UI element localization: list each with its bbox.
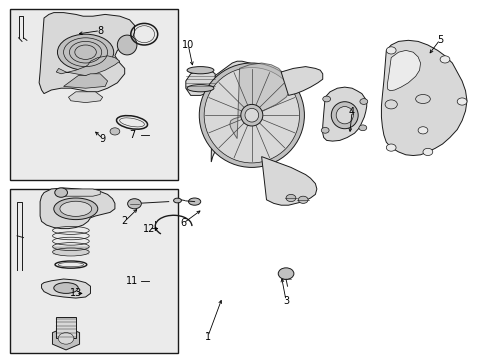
Ellipse shape bbox=[244, 108, 258, 122]
Circle shape bbox=[417, 127, 427, 134]
Circle shape bbox=[358, 125, 366, 131]
Polygon shape bbox=[381, 40, 466, 156]
Ellipse shape bbox=[117, 35, 137, 55]
Circle shape bbox=[322, 96, 330, 102]
Ellipse shape bbox=[199, 63, 304, 167]
Text: 1: 1 bbox=[204, 332, 210, 342]
Circle shape bbox=[386, 47, 395, 54]
Circle shape bbox=[285, 194, 295, 202]
Ellipse shape bbox=[204, 68, 299, 163]
Polygon shape bbox=[281, 67, 322, 95]
Text: 5: 5 bbox=[436, 35, 442, 45]
Circle shape bbox=[422, 148, 432, 156]
Polygon shape bbox=[185, 70, 215, 95]
Circle shape bbox=[359, 99, 367, 104]
Circle shape bbox=[321, 127, 328, 133]
Bar bbox=[10, 189, 178, 353]
Text: 8: 8 bbox=[97, 26, 103, 36]
Ellipse shape bbox=[186, 85, 214, 92]
Ellipse shape bbox=[173, 198, 181, 203]
Polygon shape bbox=[63, 189, 100, 196]
Polygon shape bbox=[261, 157, 316, 205]
Text: 2: 2 bbox=[122, 216, 127, 226]
Ellipse shape bbox=[331, 102, 357, 129]
Polygon shape bbox=[386, 50, 420, 91]
Circle shape bbox=[386, 144, 395, 151]
Text: 13: 13 bbox=[69, 288, 82, 298]
Text: 7: 7 bbox=[129, 130, 135, 140]
Polygon shape bbox=[322, 87, 366, 141]
Text: 3: 3 bbox=[283, 296, 288, 306]
Bar bbox=[10, 9, 178, 180]
Circle shape bbox=[278, 268, 293, 279]
Text: 4: 4 bbox=[348, 107, 354, 117]
Text: 10: 10 bbox=[182, 40, 194, 50]
Polygon shape bbox=[39, 13, 134, 94]
Circle shape bbox=[55, 188, 67, 197]
Text: 12: 12 bbox=[142, 224, 155, 234]
Polygon shape bbox=[56, 56, 120, 76]
Circle shape bbox=[58, 333, 74, 344]
Ellipse shape bbox=[336, 107, 352, 124]
Circle shape bbox=[110, 128, 120, 135]
Polygon shape bbox=[41, 279, 90, 298]
Ellipse shape bbox=[57, 34, 113, 70]
Polygon shape bbox=[68, 92, 102, 103]
Ellipse shape bbox=[415, 95, 429, 104]
Polygon shape bbox=[211, 61, 288, 162]
Ellipse shape bbox=[54, 198, 98, 220]
Circle shape bbox=[298, 196, 307, 203]
Circle shape bbox=[127, 199, 141, 209]
Polygon shape bbox=[56, 317, 76, 338]
Ellipse shape bbox=[60, 201, 92, 216]
Circle shape bbox=[439, 56, 449, 63]
Ellipse shape bbox=[188, 198, 201, 205]
Ellipse shape bbox=[186, 67, 214, 74]
Text: 9: 9 bbox=[100, 134, 105, 144]
Text: 6: 6 bbox=[180, 218, 186, 228]
Text: 11: 11 bbox=[125, 276, 138, 286]
Circle shape bbox=[456, 98, 466, 105]
Ellipse shape bbox=[54, 283, 78, 293]
Ellipse shape bbox=[385, 100, 397, 109]
Polygon shape bbox=[229, 63, 288, 139]
Ellipse shape bbox=[240, 104, 263, 126]
Polygon shape bbox=[40, 188, 115, 229]
Polygon shape bbox=[63, 74, 107, 88]
